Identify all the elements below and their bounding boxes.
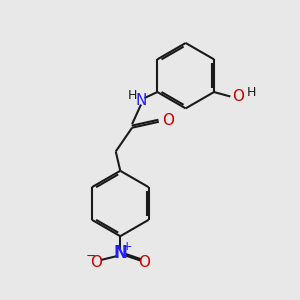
Text: H: H (128, 89, 137, 102)
Text: H: H (247, 85, 256, 98)
Text: O: O (162, 113, 174, 128)
Text: N: N (135, 94, 147, 109)
Text: O: O (232, 89, 244, 104)
Text: −: − (86, 250, 96, 263)
Text: O: O (91, 255, 103, 270)
Text: O: O (138, 255, 150, 270)
Text: N: N (113, 244, 127, 262)
Text: +: + (122, 240, 132, 253)
